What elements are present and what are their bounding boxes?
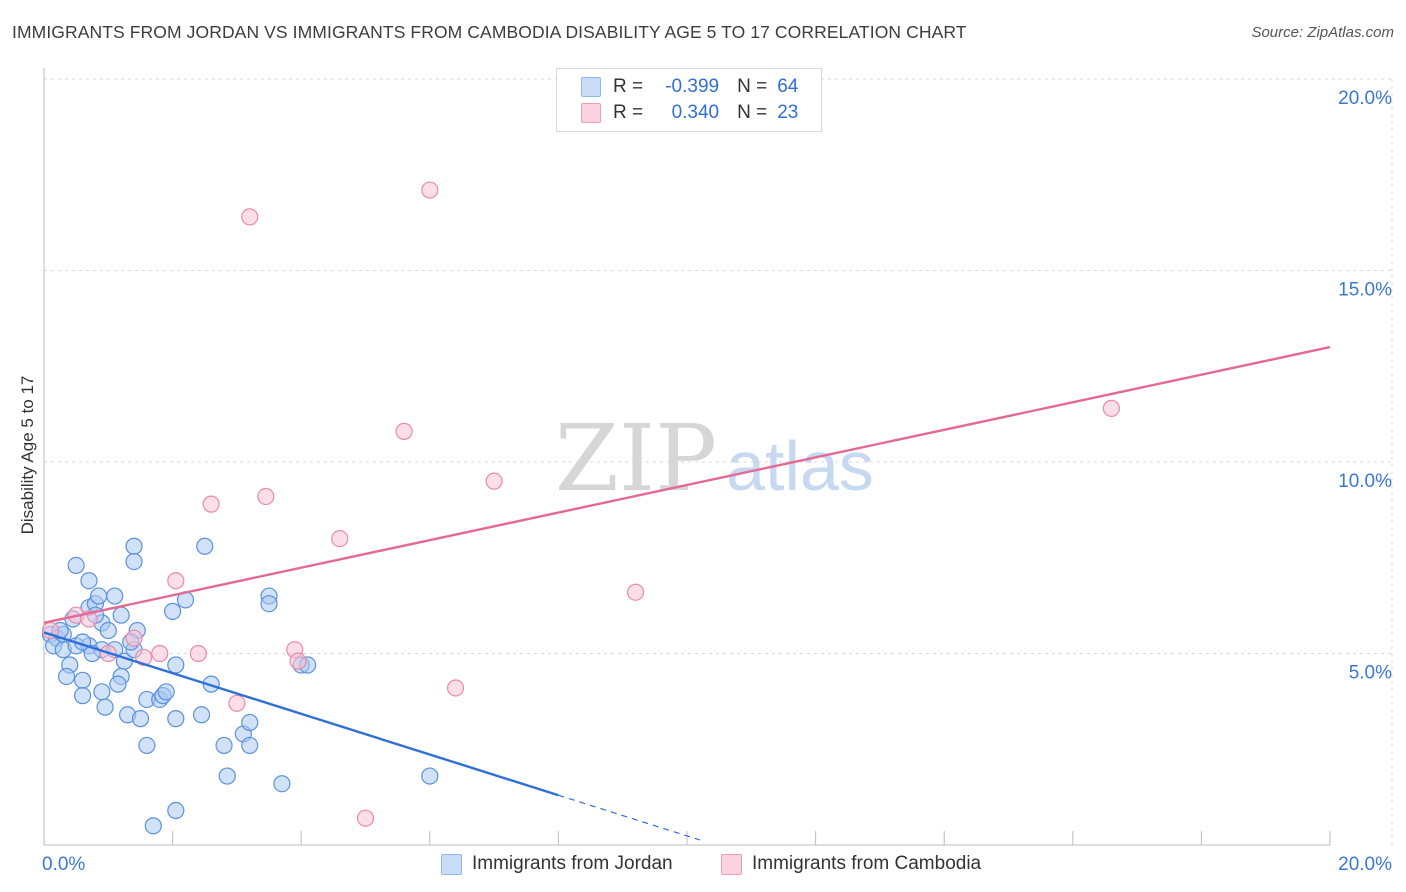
r-value-cambodia: 0.340 xyxy=(671,102,720,123)
data-point xyxy=(167,801,185,820)
data-point xyxy=(67,556,85,575)
data-point xyxy=(241,713,259,732)
data-point xyxy=(96,698,114,716)
trendline-cambodia xyxy=(43,345,1331,625)
data-point xyxy=(135,648,153,666)
data-point xyxy=(273,775,291,793)
r-value-jordan: -0.399 xyxy=(665,76,720,97)
n-label: N = xyxy=(737,76,768,97)
data-point xyxy=(421,767,439,785)
y-tick-label: 15.0% xyxy=(1338,280,1392,301)
x-tick-label-min: 0.0% xyxy=(42,854,85,875)
n-value-jordan: 64 xyxy=(777,76,799,97)
data-point xyxy=(93,683,111,701)
bottom-legend-swatch-jordan xyxy=(441,853,462,875)
data-point xyxy=(167,710,185,728)
data-point xyxy=(125,552,143,571)
data-point xyxy=(257,487,275,506)
source-credit: Source: ZipAtlas.com xyxy=(1251,24,1394,41)
data-point xyxy=(289,652,307,670)
data-point xyxy=(57,667,76,686)
data-point xyxy=(446,679,465,697)
data-point xyxy=(395,422,413,440)
data-point xyxy=(125,629,143,647)
data-point xyxy=(241,208,259,226)
data-point xyxy=(131,710,150,728)
bottom-legend-swatch-cambodia xyxy=(721,853,742,875)
trendline-jordan xyxy=(43,631,559,797)
stats-legend: R = -0.399 N = 64 R = 0.340 N = 23 xyxy=(556,68,822,132)
data-point xyxy=(331,529,349,548)
y-tick-label: 5.0% xyxy=(1349,663,1392,684)
data-point xyxy=(125,537,143,555)
data-point xyxy=(157,683,175,701)
axes xyxy=(43,68,1331,846)
data-point xyxy=(626,583,645,601)
data-point xyxy=(109,675,127,693)
y-axis-label: Disability Age 5 to 17 xyxy=(18,375,37,535)
watermark-zip: ZIP xyxy=(555,405,717,512)
data-point xyxy=(189,644,207,663)
y-tick-label: 20.0% xyxy=(1338,88,1392,109)
data-point xyxy=(112,606,130,624)
data-point xyxy=(356,809,375,827)
data-point xyxy=(260,595,278,613)
data-point xyxy=(138,736,156,755)
r-label: R = xyxy=(613,76,644,97)
data-point xyxy=(167,656,185,674)
data-point xyxy=(99,621,117,640)
data-point xyxy=(151,644,169,663)
data-point xyxy=(485,472,503,490)
data-point xyxy=(164,602,182,620)
data-point xyxy=(241,736,259,755)
series-jordan xyxy=(41,537,439,835)
bottom-legend-cambodia: Immigrants from Cambodia xyxy=(721,852,981,876)
data-point xyxy=(73,671,92,689)
r-label: R = xyxy=(613,102,644,123)
bottom-legend-label-jordan: Immigrants from Jordan xyxy=(472,853,673,874)
data-point xyxy=(218,767,236,785)
data-point xyxy=(421,181,439,199)
series-cambodia xyxy=(41,181,1120,827)
data-point xyxy=(80,572,98,590)
legend-row-cambodia: R = 0.340 N = 23 xyxy=(581,101,798,125)
data-point xyxy=(228,694,246,712)
data-point xyxy=(192,706,211,724)
data-point xyxy=(202,495,220,513)
data-point xyxy=(106,587,124,605)
watermark-atlas: atlas xyxy=(726,427,874,505)
data-point xyxy=(215,736,233,755)
data-point xyxy=(167,572,185,590)
legend-swatch-jordan xyxy=(581,77,601,97)
y-tick-label: 10.0% xyxy=(1338,471,1392,492)
data-point xyxy=(73,687,92,705)
watermark: ZIP atlas xyxy=(555,405,874,512)
x-tick-label-max: 20.0% xyxy=(1338,854,1392,875)
trendline-jordan-extension xyxy=(558,794,701,841)
n-label: N = xyxy=(737,102,768,123)
chart-title: IMMIGRANTS FROM JORDAN VS IMMIGRANTS FRO… xyxy=(12,22,967,42)
bottom-legend-label-cambodia: Immigrants from Cambodia xyxy=(752,853,982,874)
data-point xyxy=(196,537,214,555)
bottom-legend-jordan: Immigrants from Jordan xyxy=(441,852,673,876)
data-point xyxy=(144,817,162,835)
legend-row-jordan: R = -0.399 N = 64 xyxy=(581,75,798,99)
legend-swatch-cambodia xyxy=(581,103,601,123)
n-value-cambodia: 23 xyxy=(777,102,799,123)
data-point xyxy=(1102,399,1120,417)
data-point xyxy=(90,587,108,605)
